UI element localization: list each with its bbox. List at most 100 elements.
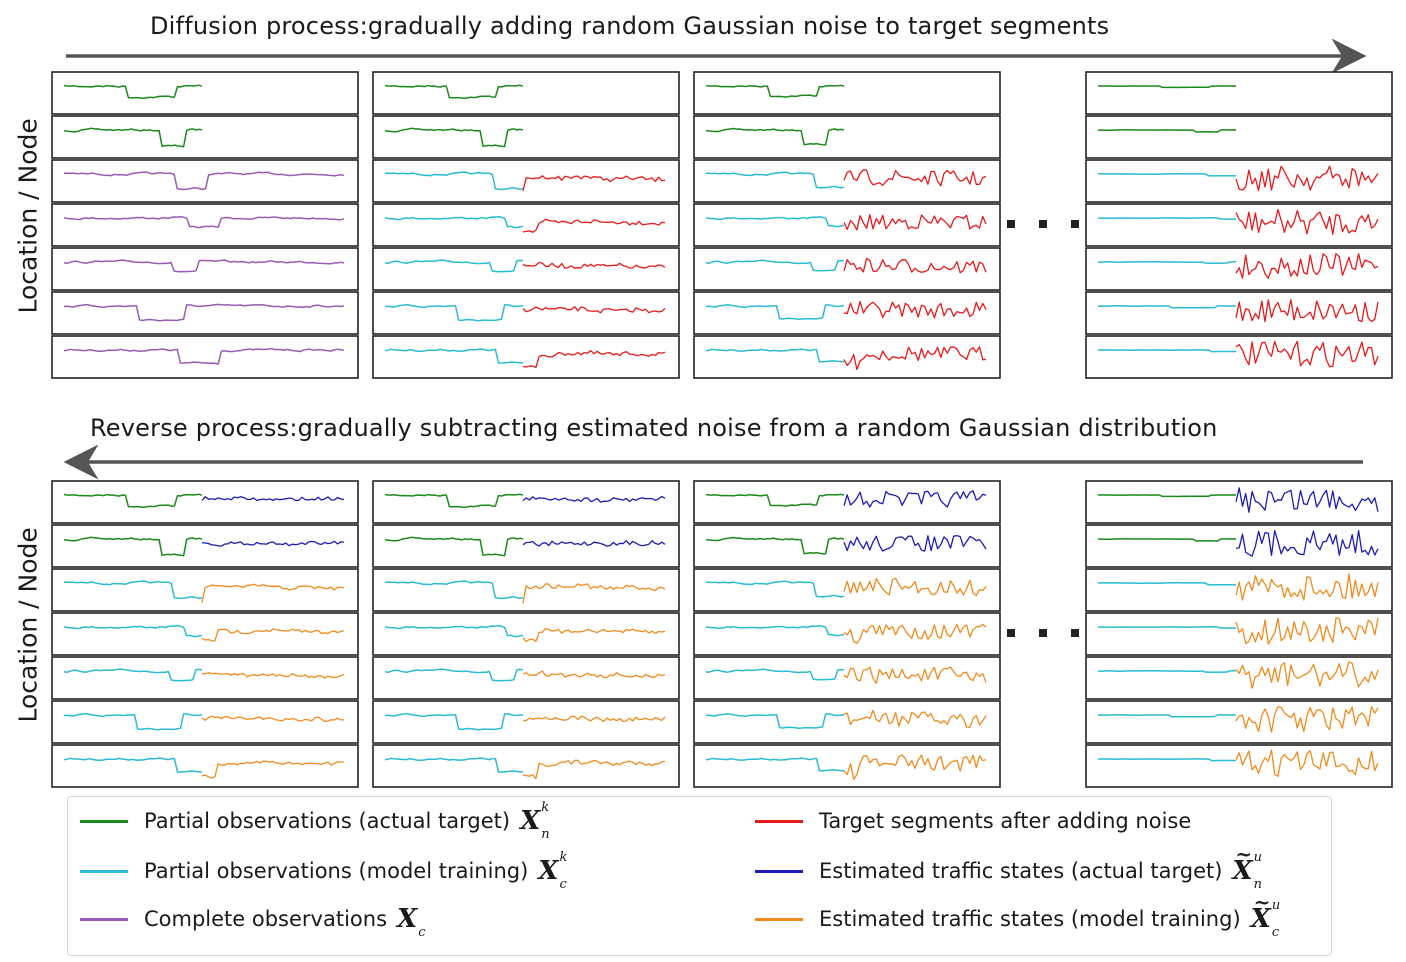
estimated-state-line: [843, 709, 987, 729]
estimated-state-line: [843, 623, 987, 644]
noisy-target-segment-line: [522, 218, 666, 233]
estimated-state-line: [843, 490, 987, 508]
noisy-target-segment-line: [843, 213, 987, 231]
partial-observation-actual-line: [705, 536, 845, 555]
partial-observation-training-line: [1097, 261, 1236, 264]
legend-label: Estimated traffic states (model training…: [819, 907, 1241, 931]
partial-observation-training-line: [1097, 758, 1237, 762]
series-panel-frame: [1085, 291, 1393, 335]
partial-observation-training-line: [1097, 217, 1237, 220]
diffusion-y-axis-label: Location / Node: [13, 118, 43, 314]
estimated-state-line: [201, 496, 345, 502]
partial-observation-training-line: [384, 668, 524, 682]
series-panel-frame: [51, 247, 359, 291]
partial-observation-training-line: [384, 215, 524, 229]
noisy-target-segment-line: [1235, 340, 1379, 368]
series-panel-frame: [51, 612, 359, 656]
series-panel-frame: [693, 524, 1001, 568]
partial-observation-training-line: [384, 712, 524, 731]
legend-swatch: [755, 869, 803, 873]
series-panel-frame: [51, 744, 359, 788]
estimated-state-line: [201, 715, 344, 722]
series-panel-frame: [51, 656, 359, 700]
partial-observation-training-line: [384, 757, 524, 773]
estimated-state-line: [843, 754, 987, 780]
estimated-state-line: [522, 715, 666, 723]
partial-observation-actual-line: [384, 493, 524, 509]
estimated-state-line: [522, 495, 666, 503]
series-panel-frame: [372, 700, 680, 744]
series-panel-frame: [51, 335, 359, 379]
partial-observation-actual-line: [63, 84, 203, 100]
noisy-target-segment-line: [1235, 299, 1379, 323]
ellipsis-dot: [1071, 220, 1079, 228]
partial-observation-actual-line: [1098, 538, 1237, 542]
estimated-state-line: [1235, 617, 1379, 645]
noisy-target-segment-line: [522, 175, 666, 192]
series-panel-frame: [51, 203, 359, 247]
partial-observation-training-line: [384, 348, 524, 364]
legend-label: Partial observations (model training): [144, 859, 529, 883]
series-panel-frame: [1085, 656, 1393, 700]
series-panel-frame: [693, 115, 1001, 159]
partial-observation-actual-line: [63, 127, 203, 148]
estimated-state-line: [1235, 487, 1379, 513]
partial-observation-training-line: [384, 259, 524, 273]
series-panel-frame: [51, 159, 359, 203]
partial-observation-actual-line: [63, 493, 203, 509]
series-panel-frame: [693, 480, 1001, 524]
series-panel-frame: [51, 700, 359, 744]
estimated-state-line: [843, 577, 987, 597]
series-panel-frame: [372, 203, 680, 247]
series-panel-frame: [1085, 744, 1393, 788]
noisy-target-segment-line: [843, 300, 987, 319]
legend-label: Complete observations: [144, 907, 388, 931]
partial-observation-actual-line: [705, 127, 845, 146]
series-panel-frame: [1085, 71, 1393, 115]
legend-item-est-training: Estimated traffic states (model training…: [755, 890, 1280, 940]
complete-observation-line: [63, 303, 345, 322]
partial-observation-training-line: [705, 259, 845, 272]
series-panel-frame: [51, 524, 359, 568]
noisy-target-segment-line: [843, 346, 987, 371]
partial-observation-training-line: [1097, 305, 1236, 309]
estimated-state-line: [1235, 706, 1379, 733]
series-panel-frame: [51, 115, 359, 159]
series-panel-frame: [372, 115, 680, 159]
estimated-state-line: [522, 759, 666, 780]
estimated-state-line: [201, 760, 344, 779]
series-panel-frame: [693, 247, 1001, 291]
partial-observation-training-line: [1097, 670, 1236, 673]
noisy-target-segment-line: [522, 306, 666, 314]
partial-observation-training-line: [384, 624, 524, 638]
noisy-target-segment-line: [1235, 253, 1379, 279]
estimated-state-line: [522, 583, 666, 604]
series-panel-frame: [372, 71, 680, 115]
legend-swatch: [80, 917, 128, 921]
diffusion-process-title: Diffusion process:gradually adding rando…: [150, 12, 1110, 40]
partial-observation-training-line: [1097, 349, 1237, 353]
partial-observation-training-line: [1098, 173, 1237, 177]
series-panel-frame: [1085, 115, 1393, 159]
series-panel-frame: [1085, 568, 1393, 612]
noisy-target-segment-line: [843, 257, 987, 274]
estimated-state-line: [201, 540, 344, 547]
series-panel-frame: [1085, 335, 1393, 379]
partial-observation-training-line: [1098, 582, 1237, 586]
series-panel-frame: [693, 700, 1001, 744]
partial-observation-training-line: [384, 303, 524, 322]
partial-observation-training-line: [1097, 626, 1237, 629]
noisy-target-segment-line: [843, 169, 987, 187]
complete-observation-line: [63, 215, 345, 229]
series-panel-frame: [51, 71, 359, 115]
partial-observation-actual-line: [1098, 129, 1237, 133]
partial-observation-actual-line: [384, 536, 524, 557]
partial-observation-training-line: [705, 580, 845, 598]
complete-observation-line: [63, 347, 345, 365]
noisy-target-segment-line: [1235, 165, 1379, 192]
legend-label: Estimated traffic states (actual target): [819, 859, 1223, 883]
